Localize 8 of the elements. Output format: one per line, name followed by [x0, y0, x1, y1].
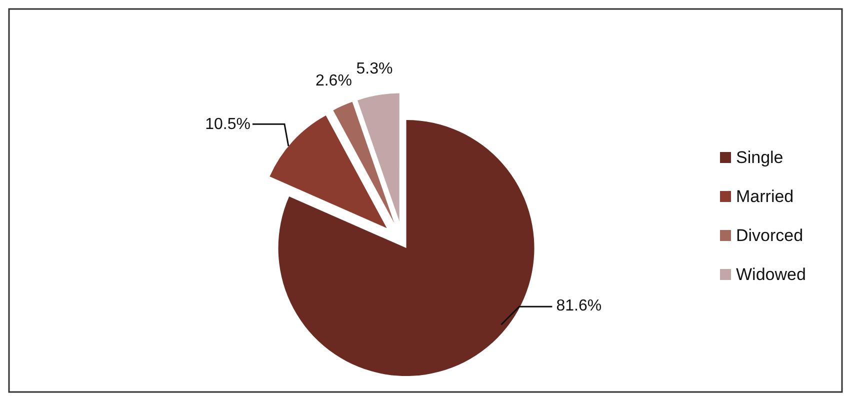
data-label: 5.3% — [356, 60, 393, 78]
data-label: 81.6% — [556, 298, 602, 315]
legend-label: Single — [736, 148, 784, 167]
legend-label: Divorced — [736, 226, 804, 245]
data-label: 10.5% — [205, 116, 250, 134]
data-label: 2.6% — [315, 72, 352, 90]
legend-label: Widowed — [736, 265, 806, 284]
legend-label: Married — [736, 187, 794, 206]
